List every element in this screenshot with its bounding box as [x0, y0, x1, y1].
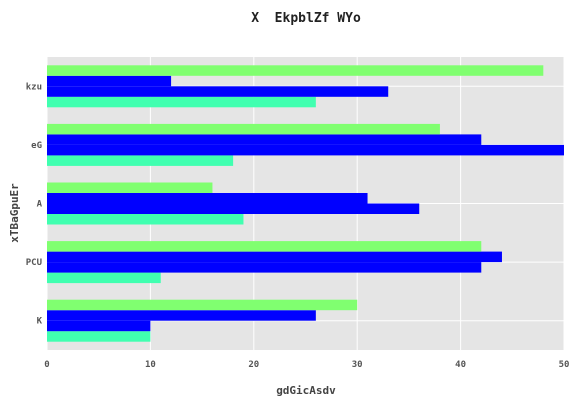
bar	[47, 320, 151, 332]
bar	[47, 331, 151, 342]
x-tick-label: 20	[248, 360, 259, 370]
bar	[47, 134, 482, 145]
y-tick-label: eG	[31, 141, 42, 151]
bar	[47, 299, 358, 311]
bar	[47, 65, 544, 76]
y-tick-label: PCU	[26, 258, 42, 268]
bar	[47, 86, 389, 97]
bar	[47, 251, 502, 263]
y-axis-label: xTBaGpuEr	[8, 183, 21, 243]
y-ticks: K PCU AeG kzu	[26, 82, 43, 326]
bar	[47, 203, 420, 214]
y-tick-label: K	[37, 317, 43, 327]
y-tick-label: A	[37, 200, 43, 210]
bar	[47, 310, 316, 321]
x-tick-label: 30	[352, 360, 363, 370]
y-tick-label: kzu	[26, 82, 42, 92]
x-axis-label: gdGicAsdv	[276, 384, 336, 397]
chart-title: X EkpblZf WYo	[251, 11, 361, 26]
x-tick-label: 50	[559, 360, 570, 370]
bar	[47, 123, 440, 135]
x-tick-label: 10	[145, 360, 156, 370]
x-tick-label: 40	[455, 360, 466, 370]
bar	[47, 262, 482, 273]
bar	[47, 75, 172, 87]
bar	[47, 214, 244, 225]
bar	[47, 155, 234, 166]
bar	[47, 182, 213, 193]
bar	[47, 144, 564, 156]
x-ticks: 0 10 20 30 40 50	[44, 360, 569, 370]
bar	[47, 272, 161, 284]
bar	[47, 241, 482, 252]
bar	[47, 96, 316, 108]
bar	[47, 193, 368, 204]
x-tick-label: 0	[44, 360, 49, 370]
bars	[47, 65, 564, 342]
